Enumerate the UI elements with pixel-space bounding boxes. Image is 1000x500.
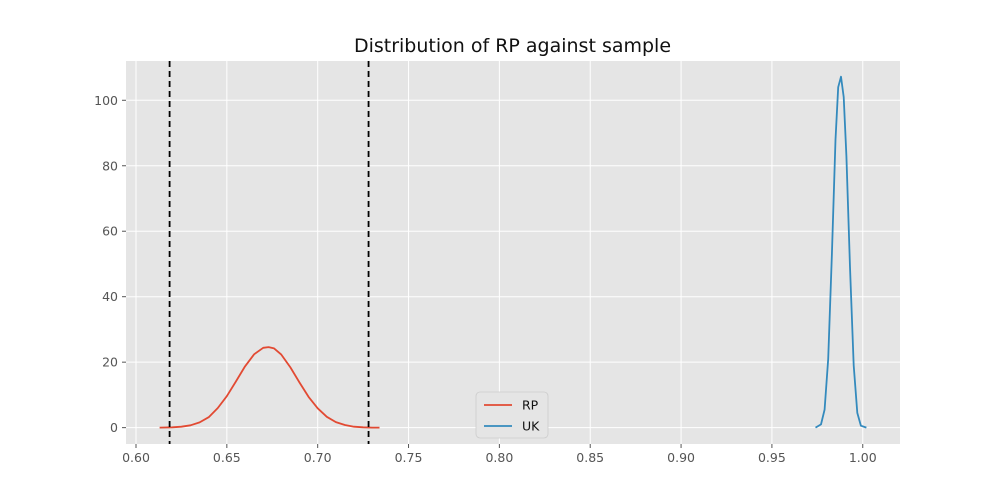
series-line-rp xyxy=(159,346,380,429)
x-tick-label: 0.70 xyxy=(304,450,332,465)
y-tick-label: 60 xyxy=(102,224,118,239)
y-axis: 0 20 40 60 80 100 xyxy=(94,93,126,435)
x-tick-label: 0.75 xyxy=(395,450,423,465)
x-tick-label: 0.90 xyxy=(667,450,695,465)
plot-area xyxy=(126,61,900,444)
y-tick-label: 100 xyxy=(94,93,118,108)
series-line-uk xyxy=(815,75,867,429)
x-tick-label: 0.95 xyxy=(758,450,786,465)
legend: RP UK xyxy=(475,391,549,439)
x-tick-label: 0.80 xyxy=(485,450,513,465)
x-tick-label: 0.65 xyxy=(213,450,241,465)
chart-title: Distribution of RP against sample xyxy=(354,35,671,57)
y-tick-label: 0 xyxy=(110,420,118,435)
legend-label-rp: RP xyxy=(522,398,539,413)
y-tick-label: 40 xyxy=(102,289,118,304)
x-tick-label: 0.60 xyxy=(122,450,150,465)
y-tick-label: 80 xyxy=(102,158,118,173)
threshold-lines xyxy=(168,61,370,444)
x-tick-label: 1.00 xyxy=(849,450,877,465)
x-tick-label: 0.85 xyxy=(576,450,604,465)
legend-label-uk: UK xyxy=(522,419,540,434)
x-axis: 0.60 0.65 0.70 0.75 0.80 0.85 0.90 0.95 1.00 xyxy=(122,444,877,465)
series-layer xyxy=(159,75,867,429)
y-tick-label: 20 xyxy=(102,355,118,370)
